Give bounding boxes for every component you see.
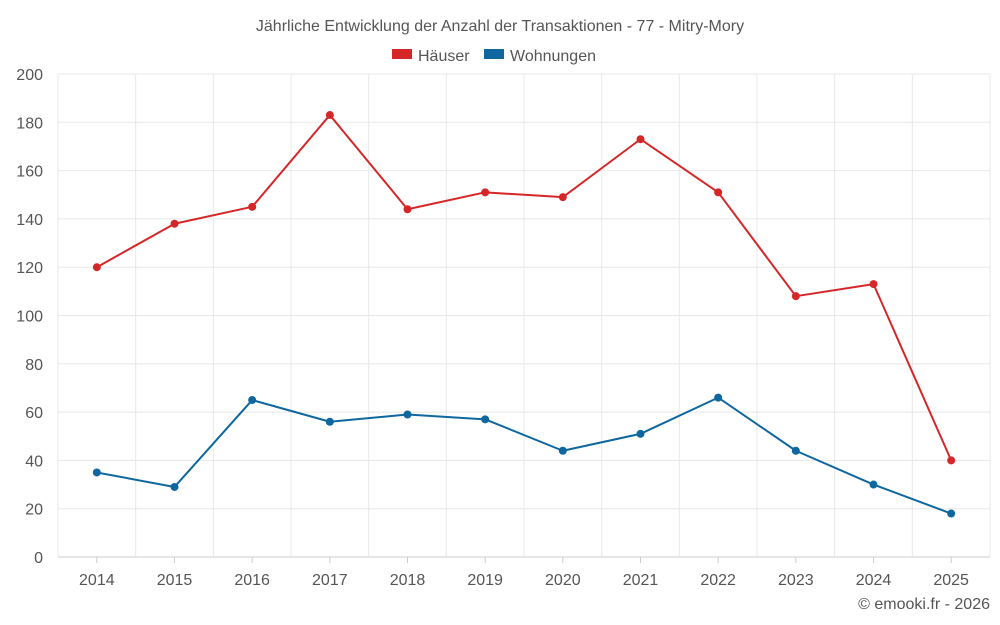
x-tick-label: 2018	[390, 572, 426, 589]
series-line-haeuser	[96, 114, 953, 461]
data-point-wohnungen[interactable]	[481, 415, 490, 424]
series-line-wohnungen	[96, 396, 952, 515]
legend-swatch-haeuser	[392, 49, 412, 59]
legend: Häuser Wohnungen	[392, 48, 596, 65]
x-tick-label: 2023	[778, 572, 814, 589]
x-tick-label: 2017	[312, 572, 348, 589]
data-point-wohnungen[interactable]	[714, 393, 723, 402]
y-tick-label: 60	[25, 405, 43, 422]
y-tick-label: 20	[25, 502, 43, 519]
x-tick-label: 2015	[157, 572, 193, 589]
data-point-wohnungen[interactable]	[248, 396, 257, 405]
data-point-haeuser[interactable]	[947, 456, 956, 465]
data-point-wohnungen[interactable]	[791, 446, 800, 455]
data-point-haeuser[interactable]	[325, 111, 334, 120]
data-point-haeuser[interactable]	[481, 188, 490, 197]
data-point-haeuser[interactable]	[248, 202, 257, 211]
x-tick-label: 2025	[933, 572, 969, 589]
legend-label-haeuser[interactable]: Häuser	[418, 48, 470, 65]
y-tick-label: 40	[25, 453, 43, 470]
y-tick-label: 80	[25, 357, 43, 374]
data-point-wohnungen[interactable]	[869, 480, 878, 489]
data-point-wohnungen[interactable]	[947, 509, 956, 518]
data-point-wohnungen[interactable]	[170, 482, 179, 491]
data-point-wohnungen[interactable]	[325, 417, 334, 426]
data-point-wohnungen[interactable]	[558, 446, 567, 455]
x-tick-label: 2024	[856, 572, 892, 589]
y-tick-label: 200	[16, 67, 43, 84]
data-point-wohnungen[interactable]	[92, 468, 101, 477]
y-tick-label: 100	[16, 309, 43, 326]
credit-text: © emooki.fr - 2026	[858, 596, 990, 613]
data-point-haeuser[interactable]	[92, 263, 101, 272]
data-point-haeuser[interactable]	[558, 193, 567, 202]
x-tick-label: 2019	[467, 572, 503, 589]
y-tick-label: 120	[16, 260, 43, 277]
legend-label-wohnungen[interactable]: Wohnungen	[510, 48, 596, 65]
data-point-haeuser[interactable]	[714, 188, 723, 197]
y-tick-label: 180	[16, 115, 43, 132]
x-tick-label: 2020	[545, 572, 581, 589]
data-point-haeuser[interactable]	[636, 135, 645, 144]
x-gridlines	[57, 74, 991, 557]
x-tick-label: 2014	[79, 572, 115, 589]
x-tick-label: 2022	[700, 572, 736, 589]
x-tick-label: 2016	[234, 572, 270, 589]
chart-title: Jährliche Entwicklung der Anzahl der Tra…	[256, 18, 744, 35]
x-tick-label: 2021	[623, 572, 659, 589]
data-point-haeuser[interactable]	[869, 280, 878, 289]
x-axis-ticks: 2014 2015 2016 2017 2018 2019 2020 2021 2022 2023…	[79, 557, 969, 589]
y-tick-label: 0	[34, 550, 43, 567]
series-group	[92, 111, 956, 518]
legend-swatch-wohnungen	[484, 49, 504, 59]
y-tick-label: 140	[16, 212, 43, 229]
data-point-haeuser[interactable]	[170, 219, 179, 228]
y-tick-label: 160	[16, 164, 43, 181]
data-point-haeuser[interactable]	[403, 205, 412, 214]
data-point-wohnungen[interactable]	[403, 410, 412, 419]
y-axis-ticks: 0 20 40 60 80 100 120 140 160 180 200	[16, 67, 43, 567]
data-point-wohnungen[interactable]	[636, 429, 645, 438]
data-point-haeuser[interactable]	[791, 292, 800, 301]
